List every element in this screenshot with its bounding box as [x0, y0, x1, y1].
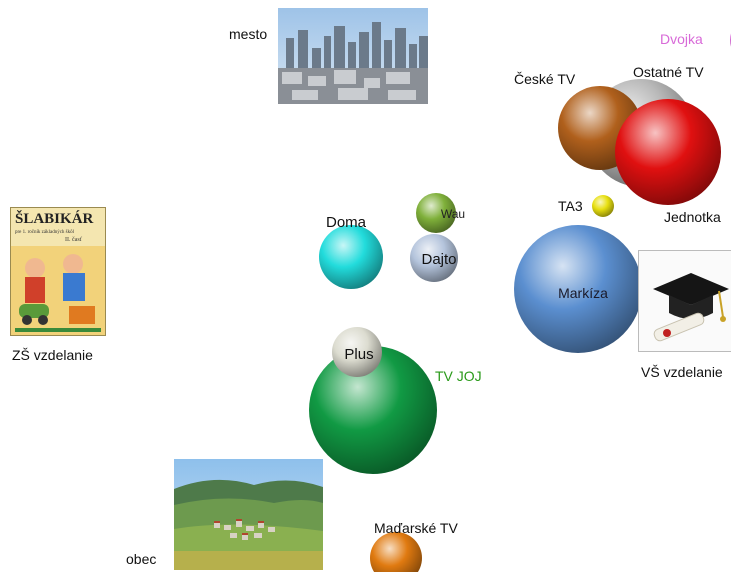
label-mesto: mesto: [229, 26, 268, 42]
village-landscape-image: [174, 459, 323, 570]
bubble-label-jednotka: Jednotka: [664, 209, 721, 225]
bubble-label-madarske-tv: Maďarské TV: [374, 520, 458, 536]
bubble-plus: [332, 327, 382, 377]
bubble-label-tv-joj: TV JOJ: [435, 368, 482, 384]
bubble-label-doma: Doma: [326, 214, 367, 231]
label-zs-vzdelanie: ZŠ vzdelanie: [12, 347, 93, 363]
bubble-label-ta3: TA3: [558, 198, 583, 214]
slabikar-book-image: ŠLABIKÁR pre 1. ročník základných škôl I…: [10, 207, 106, 336]
bubble-label-wau: Wau: [441, 207, 465, 221]
bubble-markiza: [514, 225, 642, 353]
bubble-label-ostatne-tv: Ostatné TV: [633, 64, 704, 80]
city-skyline-image: [278, 8, 428, 104]
bubble-label-ceske-tv: České TV: [514, 71, 576, 87]
book-subtitle: pre 1. ročník základných škôl: [15, 230, 75, 235]
bubble-label-markiza: Markíza: [558, 285, 608, 301]
label-vs-vzdelanie: VŠ vzdelanie: [641, 364, 723, 380]
bubble-dajto: [410, 234, 458, 282]
bubble-wau: [416, 193, 456, 233]
bubble-doma: [319, 225, 383, 289]
book-title: ŠLABIKÁR: [15, 211, 94, 227]
label-obec: obec: [126, 551, 157, 567]
bubble-madarske-tv: [370, 532, 422, 572]
bubble-tv-joj: [309, 346, 437, 474]
bubble-ta3: [592, 195, 614, 217]
bubble-label-dajto: Dajto: [421, 251, 456, 268]
book-part: II. časť: [65, 237, 83, 243]
bubble-label-dvojka: Dvojka: [660, 31, 703, 47]
bubble-label-plus: Plus: [344, 346, 373, 363]
graduation-cap-image: [638, 250, 731, 352]
bubble-jednotka: [615, 99, 721, 205]
